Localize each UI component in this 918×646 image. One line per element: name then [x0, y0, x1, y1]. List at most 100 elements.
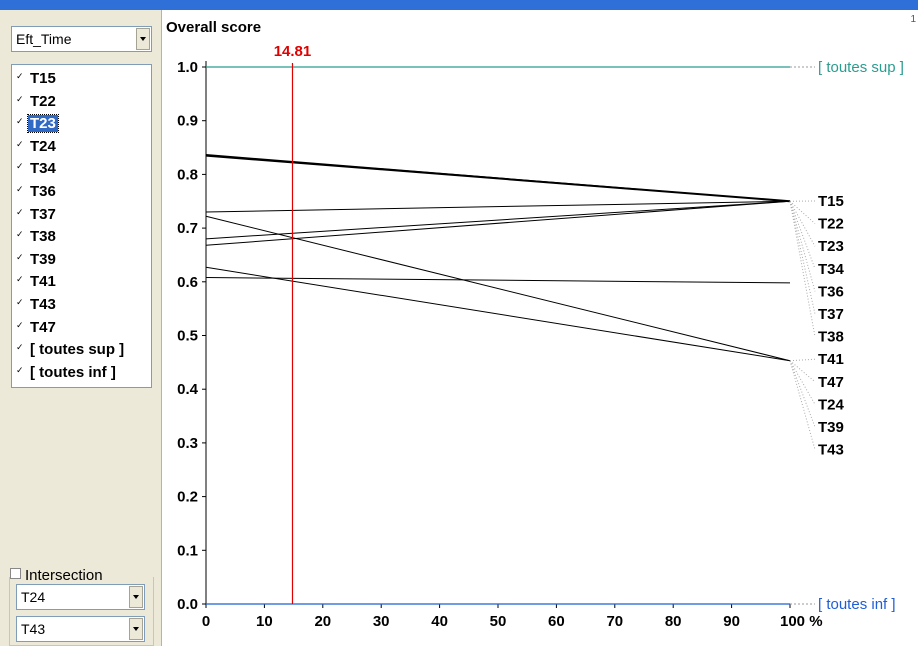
- list-item[interactable]: ✓ [ toutes inf ]: [14, 361, 150, 383]
- intersection-select-b[interactable]: T43: [16, 616, 145, 642]
- list-item[interactable]: ✓ T37: [14, 203, 150, 225]
- label-leader: [789, 360, 816, 383]
- series-label: T39: [818, 419, 844, 436]
- checkbox-icon[interactable]: ✓: [16, 364, 24, 375]
- checkbox-icon[interactable]: ✓: [16, 93, 24, 104]
- series-label: T24: [818, 396, 845, 413]
- y-tick-label: 0.2: [177, 489, 198, 506]
- list-item-label: [ toutes sup ]: [30, 341, 125, 359]
- series-line: [205, 200, 791, 240]
- label-leader: [789, 360, 816, 450]
- chevron-down-icon[interactable]: [136, 28, 150, 50]
- checkbox-icon[interactable]: ✓: [16, 229, 24, 240]
- label-leader: [789, 201, 816, 247]
- y-tick-label: 1.0: [177, 59, 198, 76]
- list-item[interactable]: ✓ T38: [14, 225, 150, 247]
- list-item-label: T23: [27, 114, 59, 134]
- series-label: T23: [818, 238, 844, 255]
- list-item[interactable]: ✓ T23: [14, 112, 150, 134]
- label-leader: [789, 358, 816, 362]
- reference-line-label: [ toutes sup ]: [818, 59, 904, 76]
- sidebar-panel: Eft_Time ✓ T15 ✓ T22 ✓ T23 ✓ T24 ✓ T34 ✓ T36 ✓ T37 ✓ T3…: [0, 10, 162, 646]
- list-item-label: T38: [30, 228, 56, 246]
- y-tick-label: 0.1: [177, 542, 198, 559]
- series-label: T37: [818, 306, 844, 323]
- x-tick-label: 40: [431, 613, 448, 630]
- series-line: [205, 200, 791, 246]
- alternatives-list: ✓ T15 ✓ T22 ✓ T23 ✓ T24 ✓ T34 ✓ T36 ✓ T37 ✓ T38 ✓ T39 ✓ T41…: [11, 64, 152, 388]
- list-item[interactable]: ✓ T39: [14, 248, 150, 270]
- list-item[interactable]: ✓ T15: [14, 67, 150, 89]
- list-item-label: T41: [30, 273, 56, 291]
- list-item-label: T15: [30, 70, 56, 87]
- checkbox-icon[interactable]: ✓: [16, 184, 24, 194]
- list-item-label: T36: [30, 183, 56, 200]
- plot-title: Overall score: [166, 19, 262, 36]
- checkbox-icon[interactable]: ✓: [16, 161, 24, 172]
- series-line: [205, 200, 791, 213]
- criterion-select[interactable]: Eft_Time: [11, 26, 152, 52]
- checkbox-icon[interactable]: ✓: [16, 342, 24, 353]
- y-tick-label: 0.9: [177, 113, 198, 130]
- series-label: T22: [818, 216, 844, 233]
- label-leader: [789, 200, 816, 224]
- series-label: T43: [818, 442, 844, 459]
- checkbox-icon[interactable]: ✓: [16, 251, 24, 262]
- x-tick-label: 10: [256, 613, 273, 630]
- list-item[interactable]: ✓ T24: [14, 135, 150, 157]
- intersection-select-b-value: T43: [21, 621, 46, 637]
- series-label: T15: [818, 193, 844, 210]
- x-tick-label: 90: [723, 613, 740, 630]
- checkbox-icon: [10, 568, 21, 579]
- list-item[interactable]: ✓ T43: [14, 293, 150, 315]
- checkbox-icon[interactable]: ✓: [16, 116, 24, 127]
- list-item-label: T34: [30, 160, 56, 178]
- list-item-label: T43: [30, 296, 56, 313]
- checkbox-icon[interactable]: ✓: [16, 274, 24, 285]
- label-leader: [789, 201, 816, 269]
- window-title-bar: [0, 0, 918, 10]
- list-item-label: T37: [30, 205, 56, 223]
- series-label: T47: [818, 374, 844, 391]
- checkbox-icon[interactable]: ✓: [16, 206, 24, 217]
- reference-line-label: [ toutes inf ]: [818, 596, 896, 613]
- corner-mark: 1: [910, 14, 916, 25]
- checkbox-icon[interactable]: ✓: [16, 71, 24, 81]
- list-item[interactable]: ✓ [ toutes sup ]: [14, 338, 150, 360]
- label-leader: [789, 360, 816, 405]
- x-tick-label: 70: [606, 613, 623, 630]
- intersection-checkbox[interactable]: Intersection: [10, 567, 103, 584]
- series-line: [205, 215, 791, 362]
- label-leader: [789, 201, 816, 292]
- list-item[interactable]: ✓ T47: [14, 316, 150, 338]
- series-line: [205, 277, 791, 284]
- intersection-select-a[interactable]: T24: [16, 584, 145, 610]
- list-item[interactable]: ✓ T36: [14, 180, 150, 202]
- checkbox-icon[interactable]: ✓: [16, 297, 24, 307]
- series-line: [205, 154, 791, 202]
- label-leader: [789, 201, 816, 315]
- y-tick-label: 0.3: [177, 435, 198, 452]
- list-item[interactable]: ✓ T22: [14, 90, 150, 112]
- label-leader: [789, 201, 816, 337]
- x-tick-label: 50: [490, 613, 507, 630]
- list-item-label: [ toutes inf ]: [30, 363, 116, 381]
- x-tick-label: 30: [373, 613, 390, 630]
- checkbox-icon[interactable]: ✓: [16, 319, 24, 330]
- x-tick-label: 100 %: [780, 613, 823, 630]
- series-label: T34: [818, 261, 845, 278]
- checkbox-icon[interactable]: ✓: [16, 138, 24, 149]
- x-tick-label: 0: [202, 613, 210, 630]
- chevron-down-icon[interactable]: [129, 586, 143, 608]
- intersection-select-a-value: T24: [21, 589, 46, 605]
- criterion-select-value: Eft_Time: [16, 31, 72, 47]
- y-tick-label: 0.5: [177, 328, 198, 345]
- cutoff-label: 14.81: [274, 43, 312, 60]
- list-item[interactable]: ✓ T41: [14, 270, 150, 292]
- y-tick-label: 0.8: [177, 166, 198, 183]
- list-item[interactable]: ✓ T34: [14, 157, 150, 179]
- series-label: T36: [818, 283, 844, 300]
- chevron-down-icon[interactable]: [129, 618, 143, 640]
- x-tick-label: 80: [665, 613, 682, 630]
